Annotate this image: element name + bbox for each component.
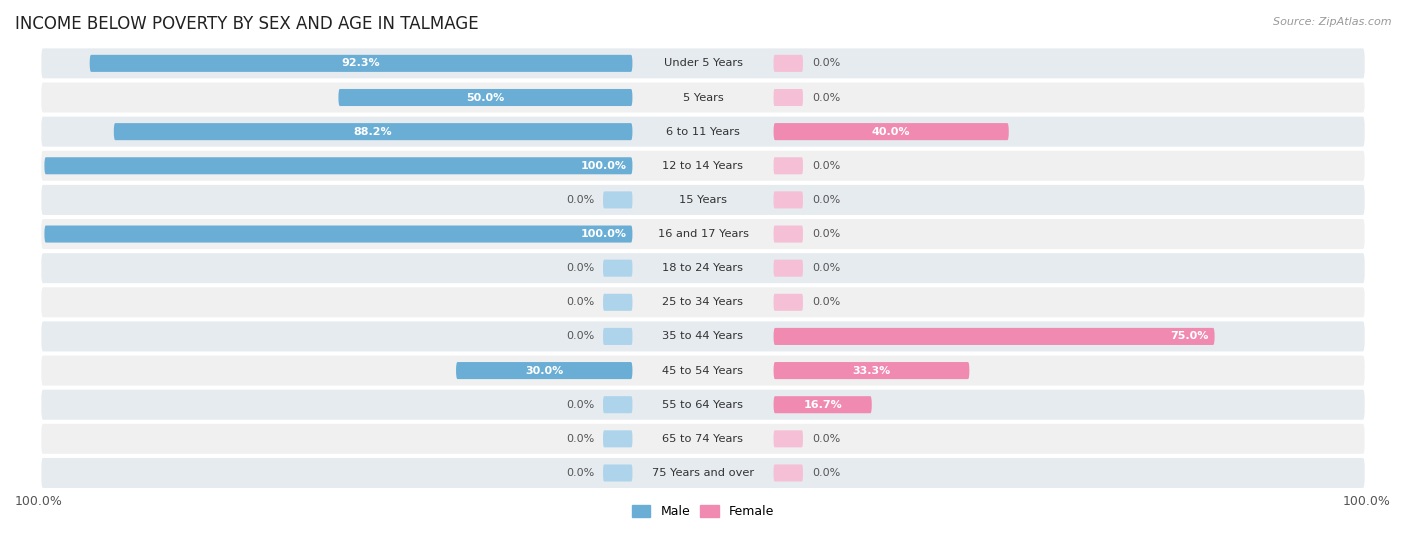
FancyBboxPatch shape xyxy=(114,123,633,140)
FancyBboxPatch shape xyxy=(773,328,1215,345)
FancyBboxPatch shape xyxy=(603,259,633,277)
Text: 50.0%: 50.0% xyxy=(467,92,505,102)
Text: 0.0%: 0.0% xyxy=(567,195,595,205)
FancyBboxPatch shape xyxy=(41,48,1365,78)
Text: 100.0%: 100.0% xyxy=(581,161,627,170)
FancyBboxPatch shape xyxy=(41,253,1365,283)
Text: 0.0%: 0.0% xyxy=(811,297,839,307)
Text: 12 to 14 Years: 12 to 14 Years xyxy=(662,161,744,170)
FancyBboxPatch shape xyxy=(773,123,1008,140)
Text: 0.0%: 0.0% xyxy=(811,263,839,273)
FancyBboxPatch shape xyxy=(456,362,633,379)
FancyBboxPatch shape xyxy=(41,458,1365,488)
Text: 88.2%: 88.2% xyxy=(354,127,392,136)
Text: 25 to 34 Years: 25 to 34 Years xyxy=(662,297,744,307)
FancyBboxPatch shape xyxy=(603,430,633,447)
FancyBboxPatch shape xyxy=(773,294,803,311)
Text: INCOME BELOW POVERTY BY SEX AND AGE IN TALMAGE: INCOME BELOW POVERTY BY SEX AND AGE IN T… xyxy=(15,15,478,33)
FancyBboxPatch shape xyxy=(45,225,633,243)
Text: 30.0%: 30.0% xyxy=(524,366,564,376)
FancyBboxPatch shape xyxy=(41,83,1365,112)
FancyBboxPatch shape xyxy=(773,259,803,277)
FancyBboxPatch shape xyxy=(45,157,633,174)
Text: 5 Years: 5 Years xyxy=(683,92,723,102)
Text: 0.0%: 0.0% xyxy=(811,92,839,102)
FancyBboxPatch shape xyxy=(603,396,633,413)
Text: Source: ZipAtlas.com: Source: ZipAtlas.com xyxy=(1274,17,1392,27)
Text: 55 to 64 Years: 55 to 64 Years xyxy=(662,400,744,410)
Text: 0.0%: 0.0% xyxy=(567,400,595,410)
FancyBboxPatch shape xyxy=(90,55,633,72)
Text: 0.0%: 0.0% xyxy=(811,58,839,68)
Text: 40.0%: 40.0% xyxy=(872,127,911,136)
FancyBboxPatch shape xyxy=(41,321,1365,352)
Legend: Male, Female: Male, Female xyxy=(627,500,779,523)
Text: 0.0%: 0.0% xyxy=(567,468,595,478)
FancyBboxPatch shape xyxy=(41,151,1365,181)
Text: Under 5 Years: Under 5 Years xyxy=(664,58,742,68)
Text: 35 to 44 Years: 35 to 44 Years xyxy=(662,331,744,342)
Text: 18 to 24 Years: 18 to 24 Years xyxy=(662,263,744,273)
FancyBboxPatch shape xyxy=(603,328,633,345)
FancyBboxPatch shape xyxy=(41,390,1365,420)
Text: 16.7%: 16.7% xyxy=(803,400,842,410)
Text: 0.0%: 0.0% xyxy=(811,434,839,444)
FancyBboxPatch shape xyxy=(41,356,1365,386)
Text: 0.0%: 0.0% xyxy=(811,195,839,205)
Text: 0.0%: 0.0% xyxy=(567,331,595,342)
Text: 6 to 11 Years: 6 to 11 Years xyxy=(666,127,740,136)
FancyBboxPatch shape xyxy=(603,465,633,481)
Text: 75 Years and over: 75 Years and over xyxy=(652,468,754,478)
Text: 100.0%: 100.0% xyxy=(15,495,63,508)
FancyBboxPatch shape xyxy=(773,465,803,481)
FancyBboxPatch shape xyxy=(773,191,803,209)
Text: 0.0%: 0.0% xyxy=(811,161,839,170)
Text: 0.0%: 0.0% xyxy=(811,229,839,239)
Text: 0.0%: 0.0% xyxy=(567,263,595,273)
FancyBboxPatch shape xyxy=(773,55,803,72)
FancyBboxPatch shape xyxy=(773,430,803,447)
FancyBboxPatch shape xyxy=(603,294,633,311)
Text: 45 to 54 Years: 45 to 54 Years xyxy=(662,366,744,376)
FancyBboxPatch shape xyxy=(41,185,1365,215)
Text: 75.0%: 75.0% xyxy=(1170,331,1209,342)
FancyBboxPatch shape xyxy=(41,219,1365,249)
FancyBboxPatch shape xyxy=(41,287,1365,318)
Text: 15 Years: 15 Years xyxy=(679,195,727,205)
FancyBboxPatch shape xyxy=(339,89,633,106)
FancyBboxPatch shape xyxy=(773,362,969,379)
Text: 0.0%: 0.0% xyxy=(567,297,595,307)
Text: 92.3%: 92.3% xyxy=(342,58,381,68)
Text: 0.0%: 0.0% xyxy=(811,468,839,478)
Text: 100.0%: 100.0% xyxy=(1343,495,1391,508)
Text: 0.0%: 0.0% xyxy=(567,434,595,444)
Text: 33.3%: 33.3% xyxy=(852,366,890,376)
FancyBboxPatch shape xyxy=(773,157,803,174)
FancyBboxPatch shape xyxy=(773,396,872,413)
FancyBboxPatch shape xyxy=(603,191,633,209)
FancyBboxPatch shape xyxy=(773,89,803,106)
FancyBboxPatch shape xyxy=(773,225,803,243)
Text: 100.0%: 100.0% xyxy=(581,229,627,239)
Text: 16 and 17 Years: 16 and 17 Years xyxy=(658,229,748,239)
FancyBboxPatch shape xyxy=(41,117,1365,146)
Text: 65 to 74 Years: 65 to 74 Years xyxy=(662,434,744,444)
FancyBboxPatch shape xyxy=(41,424,1365,454)
